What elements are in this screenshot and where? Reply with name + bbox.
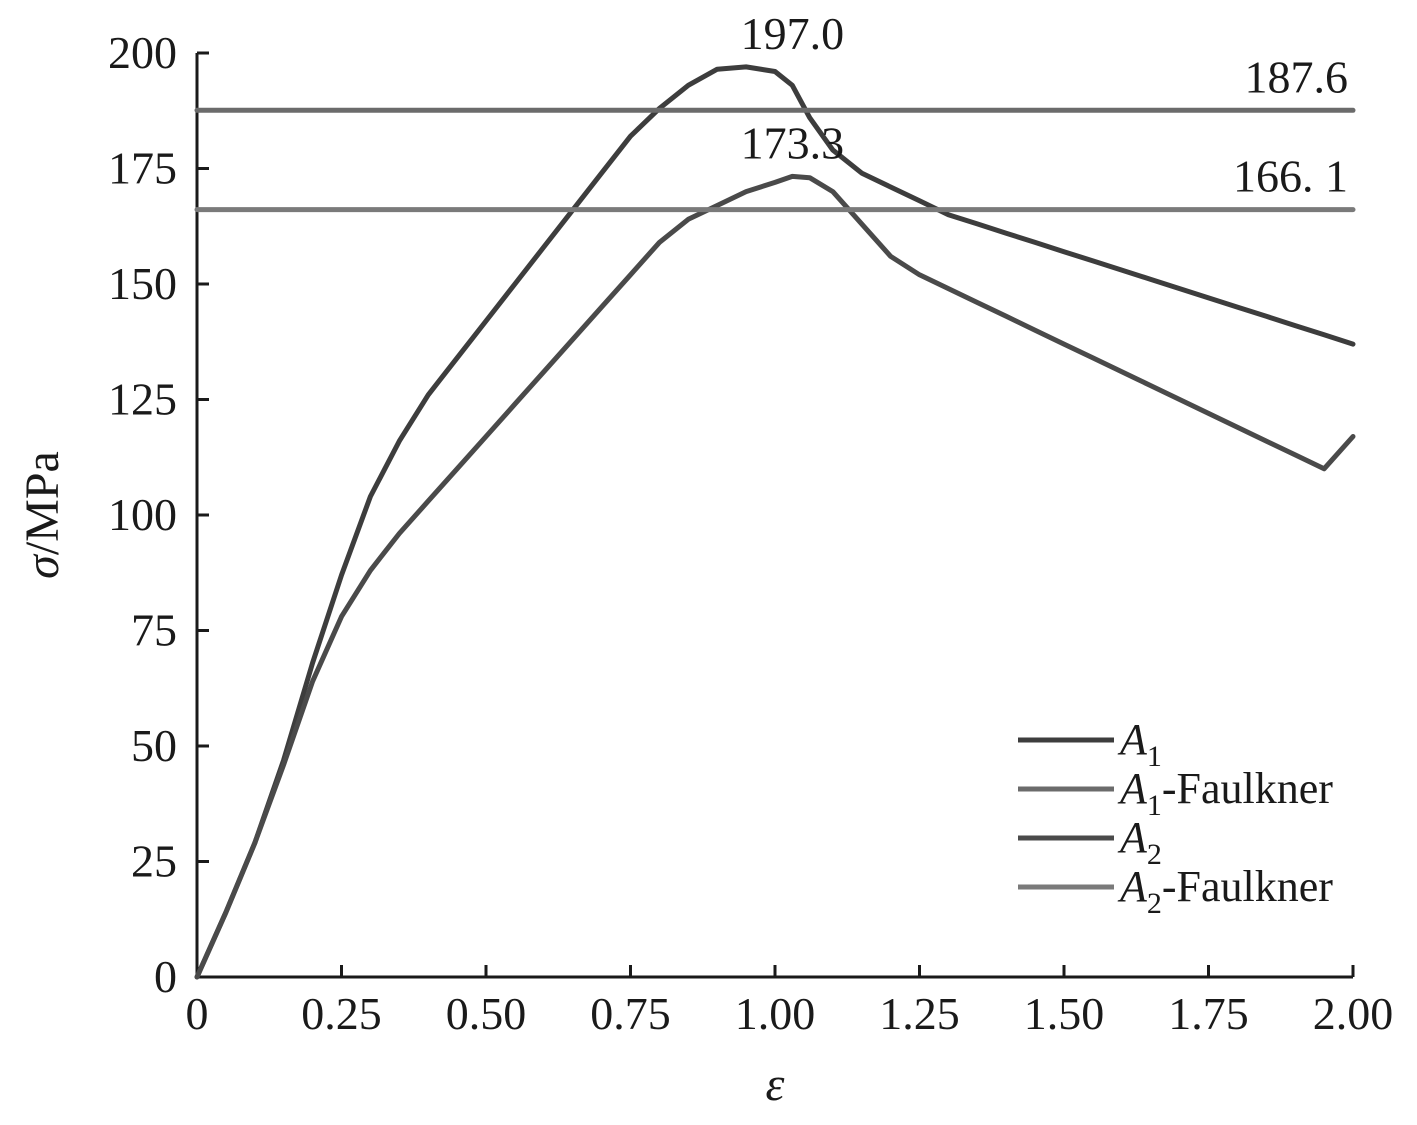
x-tick-label: 1.50 bbox=[1024, 988, 1105, 1039]
x-tick-label: 1.00 bbox=[735, 988, 816, 1039]
y-tick-label: 75 bbox=[131, 605, 177, 656]
x-axis: 0 0.25 0.50 0.75 1.00 1.25 1.50 1.75 2.00 bbox=[186, 965, 1394, 1039]
y-tick-label: 100 bbox=[108, 489, 177, 540]
y-tick-label: 50 bbox=[131, 720, 177, 771]
value-annotation: 166. 1 bbox=[1233, 151, 1348, 202]
x-tick-label: 0.75 bbox=[590, 988, 671, 1039]
value-annotation: 173.3 bbox=[741, 117, 845, 168]
x-tick-label: 1.25 bbox=[879, 988, 960, 1039]
series-line-a2 bbox=[194, 173, 1356, 980]
y-axis-title: σ/MPa bbox=[16, 451, 69, 579]
value-annotation: 197.0 bbox=[741, 8, 845, 59]
x-tick-label: 1.75 bbox=[1168, 988, 1249, 1039]
y-tick-label: 0 bbox=[154, 951, 177, 1002]
legend-label: A1-Faulkner bbox=[1117, 764, 1333, 822]
value-annotation: 187.6 bbox=[1245, 51, 1349, 102]
series-layer bbox=[194, 64, 1356, 980]
y-axis: 0 25 50 75 100 125 150 175 200 bbox=[108, 27, 209, 1002]
x-tick-label: 0 bbox=[186, 988, 209, 1039]
x-tick-label: 0.50 bbox=[446, 988, 527, 1039]
legend-label: A2 bbox=[1117, 813, 1162, 871]
x-axis-title: ε bbox=[766, 1058, 785, 1111]
y-tick-label: 125 bbox=[108, 374, 177, 425]
legend-label: A2-Faulkner bbox=[1117, 862, 1333, 920]
series-line-a1 bbox=[194, 64, 1356, 980]
legend-label: A1 bbox=[1117, 715, 1162, 773]
x-tick-label: 2.00 bbox=[1313, 988, 1394, 1039]
y-tick-label: 200 bbox=[108, 27, 177, 78]
x-tick-label: 0.25 bbox=[301, 988, 382, 1039]
y-tick-label: 150 bbox=[108, 258, 177, 309]
y-tick-label: 175 bbox=[108, 143, 177, 194]
annotation-layer: 197.0 173.3 187.6 166. 1 bbox=[741, 8, 1348, 202]
y-tick-label: 25 bbox=[131, 836, 177, 887]
